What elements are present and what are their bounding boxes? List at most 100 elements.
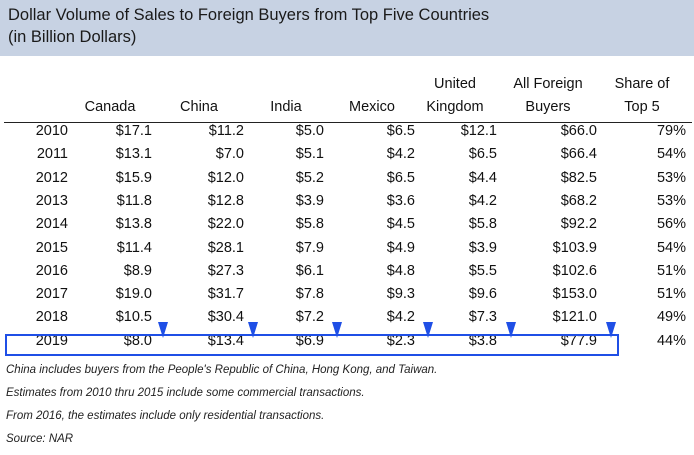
table-title: Dollar Volume of Sales to Foreign Buyers…	[8, 6, 490, 24]
note-china: China includes buyers from the People's …	[6, 364, 438, 376]
cell-india: $5.2	[295, 169, 324, 186]
cell-india: $6.9	[295, 332, 324, 349]
cell-canada: $15.9	[115, 169, 152, 186]
cell-all-foreign: $77.9	[560, 332, 597, 349]
cell-china: $7.0	[215, 146, 244, 163]
cell-share-top5: 79%	[656, 123, 686, 139]
cell-share-top5: 54%	[656, 146, 686, 163]
cell-mexico: $4.8	[386, 262, 415, 279]
col-header-share-top5: Top 5	[624, 99, 660, 115]
highlight-box-2019	[5, 334, 619, 356]
row-year: 2019	[35, 332, 68, 349]
cell-share-top5: 51%	[656, 286, 686, 303]
cell-share-top5: 53%	[656, 192, 686, 209]
cell-share-top5: 51%	[656, 262, 686, 279]
cell-all-foreign: $66.4	[560, 146, 597, 163]
cell-china: $11.2	[208, 123, 244, 139]
down-arrow-icon	[606, 322, 616, 338]
cell-uk: $12.1	[460, 123, 497, 139]
row-year: 2012	[35, 169, 68, 186]
cell-china: $13.4	[207, 332, 244, 349]
note-commercial: Estimates from 2010 thru 2015 include so…	[6, 387, 365, 399]
title-band: Dollar Volume of Sales to Foreign Buyers…	[0, 0, 694, 56]
cell-share-top5: 44%	[656, 332, 686, 349]
cell-india: $5.0	[295, 123, 324, 139]
cell-all-foreign: $92.2	[560, 216, 597, 233]
cell-all-foreign: $153.0	[552, 286, 597, 303]
row-year: 2016	[35, 262, 68, 279]
table-subtitle: (in Billion Dollars)	[8, 28, 137, 46]
cell-mexico: $2.3	[386, 332, 415, 349]
cell-share-top5: 49%	[656, 309, 686, 326]
cell-uk: $5.8	[468, 216, 497, 233]
cell-india: $5.1	[295, 146, 324, 163]
cell-mexico: $4.9	[386, 239, 415, 256]
cell-all-foreign: $82.5	[560, 169, 597, 186]
col-header-share-top5-line1: Share of	[614, 76, 670, 92]
col-header-mexico: Mexico	[349, 99, 395, 115]
row-year: 2011	[36, 146, 68, 163]
header-rule	[4, 122, 692, 123]
cell-china: $12.8	[207, 192, 244, 209]
cell-india: $6.1	[295, 262, 324, 279]
cell-share-top5: 54%	[656, 239, 686, 256]
down-arrow-icon	[332, 322, 342, 338]
col-header-all-foreign-line1: All Foreign	[513, 76, 583, 92]
cell-mexico: $6.5	[386, 123, 415, 139]
col-header-canada: Canada	[84, 99, 136, 115]
cell-china: $22.0	[207, 216, 244, 233]
cell-canada: $8.0	[123, 332, 152, 349]
col-header-uk: Kingdom	[426, 99, 484, 115]
cell-mexico: $4.2	[386, 309, 415, 326]
col-header-india: India	[270, 99, 302, 115]
cell-uk: $4.4	[468, 169, 497, 186]
down-arrow-icon	[506, 322, 516, 338]
cell-china: $28.1	[207, 239, 244, 256]
cell-uk: $7.3	[468, 309, 497, 326]
cell-canada: $8.9	[123, 262, 152, 279]
row-year: 2018	[35, 309, 68, 326]
cell-china: $12.0	[207, 169, 244, 186]
down-arrow-icon	[423, 322, 433, 338]
col-header-china: China	[180, 99, 218, 115]
cell-canada: $13.1	[115, 146, 152, 163]
cell-mexico: $6.5	[386, 169, 415, 186]
cell-mexico: $9.3	[386, 286, 415, 303]
cell-all-foreign: $102.6	[552, 262, 597, 279]
row-year: 2017	[35, 286, 68, 303]
row-year: 2010	[35, 123, 68, 139]
cell-share-top5: 56%	[656, 216, 686, 233]
row-year: 2015	[35, 239, 68, 256]
col-header-all-foreign: Buyers	[525, 99, 571, 115]
cell-china: $30.4	[207, 309, 244, 326]
cell-canada: $10.5	[115, 309, 152, 326]
cell-mexico: $4.5	[386, 216, 415, 233]
cell-mexico: $4.2	[386, 146, 415, 163]
cell-uk: $6.5	[468, 146, 497, 163]
cell-india: $3.9	[295, 192, 324, 209]
cell-india: $7.8	[295, 286, 324, 303]
cell-canada: $11.8	[116, 192, 152, 209]
cell-canada: $13.8	[115, 216, 152, 233]
cell-india: $7.9	[295, 239, 324, 256]
cell-share-top5: 53%	[656, 169, 686, 186]
col-header-uk-line1: United	[434, 76, 476, 92]
down-arrow-icon	[248, 322, 258, 338]
cell-all-foreign: $66.0	[560, 123, 597, 139]
cell-all-foreign: $68.2	[560, 192, 597, 209]
cell-uk: $3.9	[468, 239, 497, 256]
row-year: 2014	[35, 216, 68, 233]
note-residential: From 2016, the estimates include only re…	[6, 410, 325, 422]
note-source: Source: NAR	[6, 433, 74, 445]
cell-all-foreign: $103.9	[552, 239, 597, 256]
cell-all-foreign: $121.0	[552, 309, 597, 326]
cell-india: $7.2	[295, 309, 324, 326]
cell-uk: $3.8	[468, 332, 497, 349]
cell-canada: $19.0	[115, 286, 152, 303]
cell-canada: $11.4	[116, 239, 152, 256]
cell-china: $31.7	[207, 286, 244, 303]
row-year: 2013	[35, 192, 68, 209]
cell-china: $27.3	[207, 262, 244, 279]
cell-uk: $4.2	[468, 192, 497, 209]
cell-canada: $17.1	[115, 123, 152, 139]
